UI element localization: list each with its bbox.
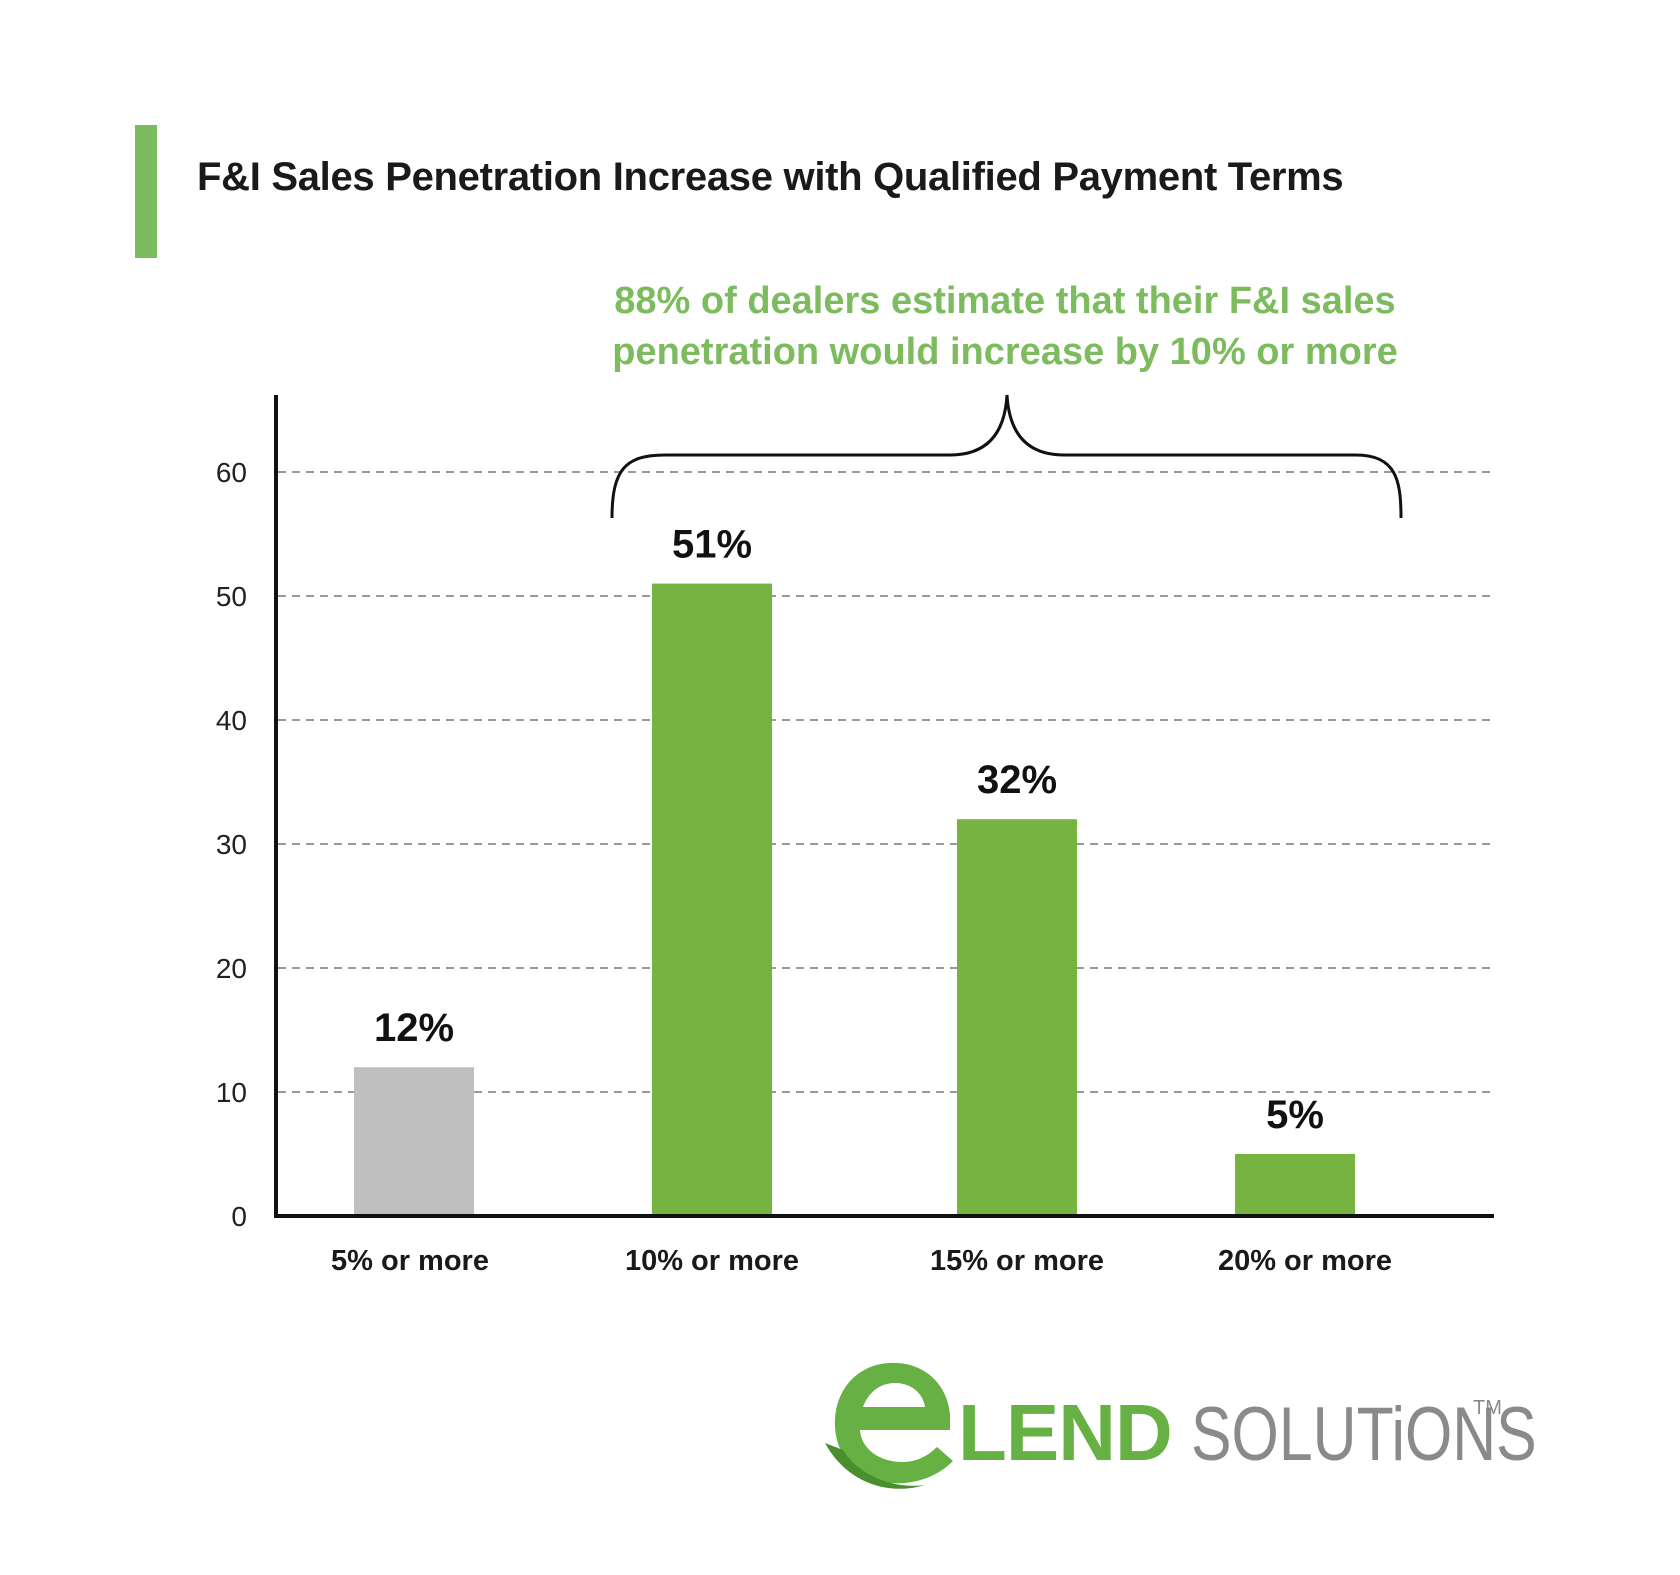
logo-solutions-text: SOLUTiONS	[1191, 1392, 1537, 1477]
x-tick-label: 10% or more	[625, 1245, 799, 1277]
value-label: 12%	[374, 1006, 454, 1050]
annotation-line-1: 88% of dealers estimate that their F&I s…	[614, 280, 1396, 322]
x-tick-label: 5% or more	[331, 1245, 489, 1277]
elend-e-swoosh-icon	[825, 1362, 953, 1489]
annotation-line-2: penetration would increase by 10% or mor…	[612, 331, 1398, 373]
chart-title: F&I Sales Penetration Increase with Qual…	[197, 155, 1344, 199]
gridlines	[278, 471, 1492, 1093]
value-label: 32%	[977, 758, 1057, 802]
elend-solutions-logo: LEND SOLUTiONS TM	[825, 1355, 1545, 1505]
bar	[652, 583, 772, 1216]
annotation-brace	[610, 394, 1403, 519]
y-axis-ticks: 0 10 20 30 40 50 60	[216, 457, 247, 1232]
chart-annotation: 88% of dealers estimate that their F&I s…	[480, 276, 1530, 378]
bar	[1235, 1154, 1355, 1216]
y-tick-label: 60	[216, 457, 247, 488]
bar	[957, 819, 1077, 1216]
value-label: 51%	[672, 523, 752, 567]
logo-trademark: TM	[1473, 1397, 1502, 1419]
title-accent-bar	[135, 125, 157, 258]
bars	[354, 583, 1355, 1216]
value-label: 5%	[1266, 1093, 1324, 1137]
x-axis-ticks: 5% or more 10% or more 15% or more 20% or m…	[331, 1245, 1392, 1277]
logo-lend-text: LEND	[958, 1388, 1173, 1477]
y-tick-label: 0	[231, 1201, 247, 1232]
y-tick-label: 10	[216, 1077, 247, 1108]
y-tick-label: 20	[216, 953, 247, 984]
x-tick-label: 15% or more	[930, 1245, 1104, 1277]
bar	[354, 1067, 474, 1216]
y-tick-label: 50	[216, 581, 247, 612]
x-tick-label: 20% or more	[1218, 1245, 1392, 1277]
value-labels: 12% 51% 32% 5%	[374, 523, 1324, 1137]
y-tick-label: 30	[216, 829, 247, 860]
y-tick-label: 40	[216, 705, 247, 736]
